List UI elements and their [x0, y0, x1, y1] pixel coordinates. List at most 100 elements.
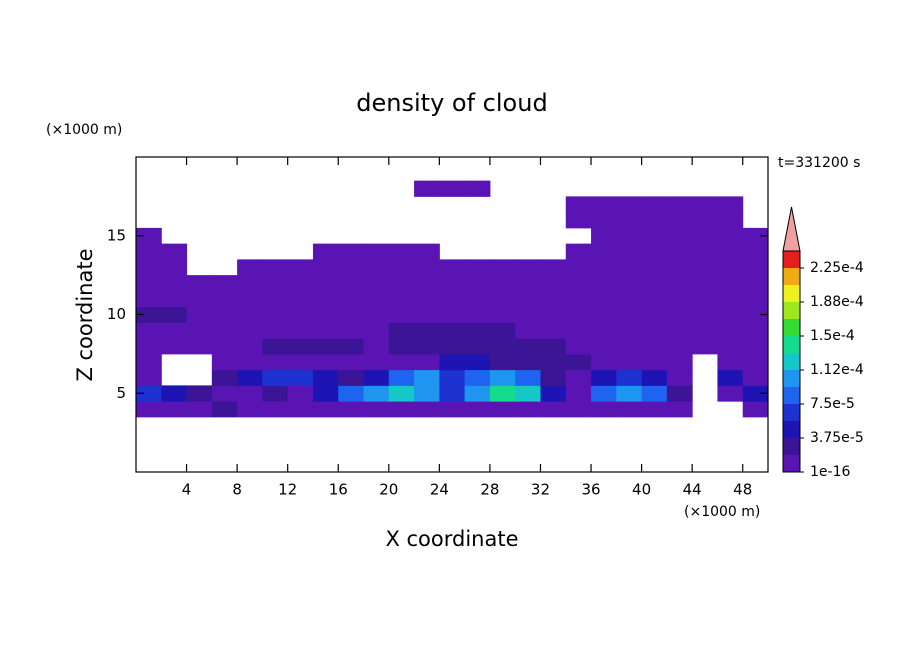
cell	[388, 353, 415, 371]
colorbar-band	[783, 319, 800, 336]
cell	[388, 275, 415, 292]
cell	[616, 227, 643, 245]
cell	[262, 385, 289, 402]
colorbar-band	[783, 353, 800, 370]
cell	[161, 306, 188, 323]
cell	[565, 290, 592, 308]
cell	[616, 401, 643, 418]
cell	[692, 275, 718, 292]
cell	[591, 385, 617, 402]
cell	[414, 306, 440, 323]
cell	[540, 290, 567, 308]
cell	[717, 290, 744, 308]
cell	[186, 290, 213, 308]
cell	[136, 259, 162, 276]
cell	[515, 369, 541, 386]
cell	[515, 259, 541, 276]
cell	[312, 259, 339, 276]
cell	[287, 306, 314, 323]
cell	[742, 322, 768, 339]
cell	[464, 180, 491, 197]
cell	[717, 353, 744, 371]
cell	[616, 369, 643, 386]
field	[136, 180, 768, 418]
cell	[237, 290, 263, 308]
chart-title: density of cloud	[356, 89, 547, 117]
cell	[161, 275, 188, 292]
cell	[388, 259, 415, 276]
cell	[717, 369, 744, 386]
cell	[237, 369, 263, 386]
cell	[237, 338, 263, 355]
cell	[540, 401, 567, 418]
cell	[591, 306, 617, 323]
cell	[641, 369, 668, 386]
cell	[692, 290, 718, 308]
cell	[262, 290, 289, 308]
cell	[262, 401, 289, 418]
cell	[717, 322, 744, 339]
cell	[388, 385, 415, 402]
cell	[717, 385, 744, 402]
cell	[414, 322, 440, 339]
cell	[464, 306, 491, 323]
cell	[666, 385, 693, 402]
cell	[287, 385, 314, 402]
cell	[591, 243, 617, 260]
colorbar-tick-label: 7.5e-5	[810, 396, 855, 412]
cell	[565, 212, 592, 229]
cell	[287, 401, 314, 418]
cell	[742, 290, 768, 308]
cell	[338, 290, 365, 308]
cell	[666, 290, 693, 308]
cell	[591, 196, 617, 213]
cell	[439, 306, 466, 323]
cell	[464, 353, 491, 371]
colorbar-band	[783, 251, 800, 268]
cell	[717, 227, 744, 245]
cell	[515, 306, 541, 323]
cell	[464, 322, 491, 339]
cell	[515, 290, 541, 308]
cell	[540, 385, 567, 402]
cell	[186, 385, 213, 402]
cell	[666, 259, 693, 276]
colorbar-band	[783, 421, 800, 438]
cell	[717, 275, 744, 292]
cell	[262, 306, 289, 323]
cell	[742, 259, 768, 276]
cell	[565, 306, 592, 323]
cell	[186, 401, 213, 418]
cell	[540, 369, 567, 386]
cell	[540, 322, 567, 339]
cell	[414, 369, 440, 386]
cell	[666, 275, 693, 292]
x-tick-label: 20	[379, 481, 398, 499]
cell	[616, 353, 643, 371]
cell	[312, 306, 339, 323]
cell	[338, 353, 365, 371]
cell	[515, 275, 541, 292]
cell	[742, 227, 768, 245]
cell	[666, 227, 693, 245]
cell	[616, 212, 643, 229]
cell	[287, 369, 314, 386]
cell	[641, 322, 668, 339]
x-tick-label: 12	[278, 481, 297, 499]
cell	[186, 275, 213, 292]
cell	[540, 259, 567, 276]
cell	[565, 338, 592, 355]
cell	[692, 196, 718, 213]
cell	[312, 243, 339, 260]
cell	[742, 401, 768, 418]
x-tick-label: 28	[480, 481, 499, 499]
cell	[211, 369, 238, 386]
cell	[439, 180, 466, 197]
cell	[489, 290, 516, 308]
cell	[439, 385, 466, 402]
cell	[616, 322, 643, 339]
colorbar-tick-label: 3.75e-5	[810, 430, 864, 446]
cell	[262, 275, 289, 292]
cell	[591, 290, 617, 308]
